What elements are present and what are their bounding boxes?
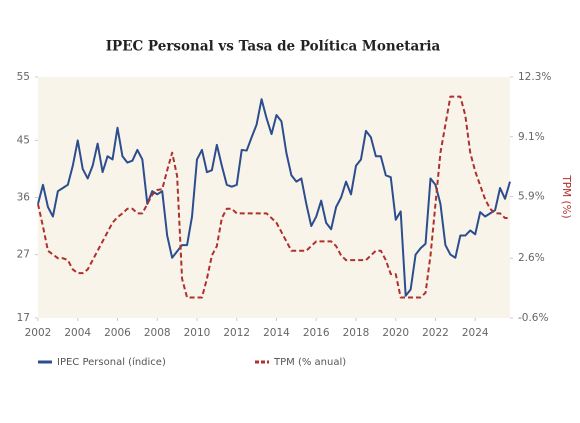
x-tick-label: 2002 [25, 327, 52, 339]
x-tick-label: 2006 [104, 327, 131, 339]
y-tick-label: 27 [17, 249, 30, 261]
y-tick-label: 36 [17, 192, 31, 204]
x-tick-label: 2010 [184, 327, 211, 339]
y2-tick-label: 2.6% [518, 252, 545, 264]
plot-background [38, 77, 510, 318]
x-tick-label: 2014 [263, 327, 290, 339]
legend-label: IPEC Personal (índice) [57, 356, 166, 368]
x-tick-label: 2016 [303, 327, 330, 339]
y2-tick-label: 5.9% [518, 191, 545, 203]
series-line [37, 95, 510, 299]
x-tick-label: 2004 [64, 327, 91, 339]
y-tick-label: 55 [17, 71, 30, 83]
y-tick-label: 45 [17, 134, 30, 146]
legend-label: TPM (% anual) [273, 357, 346, 368]
x-tick-label: 2008 [144, 327, 171, 339]
x-tick-label: 2018 [343, 327, 370, 339]
y2-axis-label: TPM (%) [560, 174, 572, 218]
y-tick-label: 17 [17, 312, 30, 324]
x-tick-label: 2012 [223, 327, 250, 339]
y2-tick-label: 12.3% [518, 71, 551, 83]
y2-tick-label: 9.1% [518, 131, 545, 143]
y2-tick-label: -0.6% [518, 312, 548, 324]
x-tick-label: 2022 [422, 327, 449, 339]
series-line [37, 98, 511, 297]
x-tick-label: 2020 [382, 327, 409, 339]
x-tick-label: 2024 [462, 327, 489, 339]
chart-title: IPEC Personal vs Tasa de Política Moneta… [106, 39, 441, 55]
